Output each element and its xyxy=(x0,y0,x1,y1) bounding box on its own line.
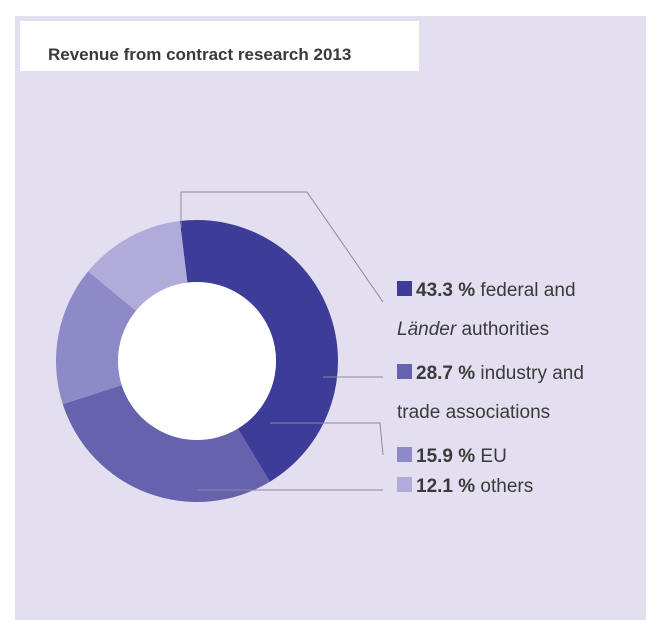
legend-swatch-1 xyxy=(397,281,412,296)
donut-slice-2 xyxy=(62,385,270,502)
leader-lines xyxy=(180,191,384,491)
legend-label-1-line-2: Länder authorities xyxy=(397,319,549,340)
legend-swatch-3 xyxy=(397,447,412,462)
legend-text-part: trade associations xyxy=(397,402,550,423)
donut-slices xyxy=(55,220,338,502)
leader-line-3 xyxy=(270,422,384,456)
legend-value-2: 28.7 % xyxy=(416,363,475,384)
legend-label-2-line-1: 28.7 % industry and xyxy=(416,363,584,384)
donut-slice-4 xyxy=(88,221,188,311)
legend-text-part: Länder xyxy=(397,319,457,340)
donut-hole xyxy=(118,282,276,440)
legend-label-3-line-1: 15.9 % EU xyxy=(416,446,507,467)
legend-text-part: authorities xyxy=(456,319,549,340)
legend-value-1: 43.3 % xyxy=(416,280,475,301)
legend-label-2-line-2: trade associations xyxy=(397,402,550,423)
legend-value-3: 15.9 % xyxy=(416,446,475,467)
donut-slice-1 xyxy=(179,220,338,482)
donut-slice-3 xyxy=(55,271,136,405)
title-bar xyxy=(20,21,419,71)
legend-text-part: EU xyxy=(475,446,507,467)
legend-swatch-4 xyxy=(397,477,412,492)
chart-title: Revenue from contract research 2013 xyxy=(48,45,352,64)
legend-swatch-2 xyxy=(397,364,412,379)
legend-text-part: federal and xyxy=(475,280,575,301)
legend-value-4: 12.1 % xyxy=(416,476,475,497)
leader-line-1 xyxy=(180,191,384,303)
legend-text-part: industry and xyxy=(475,363,584,384)
legend-label-1-line-1: 43.3 % federal and xyxy=(416,280,576,301)
legend: 43.3 % federal and Länder authorities 28.7… xyxy=(397,280,584,497)
legend-label-4-line-1: 12.1 % others xyxy=(416,476,533,497)
legend-text-part: others xyxy=(475,476,533,497)
